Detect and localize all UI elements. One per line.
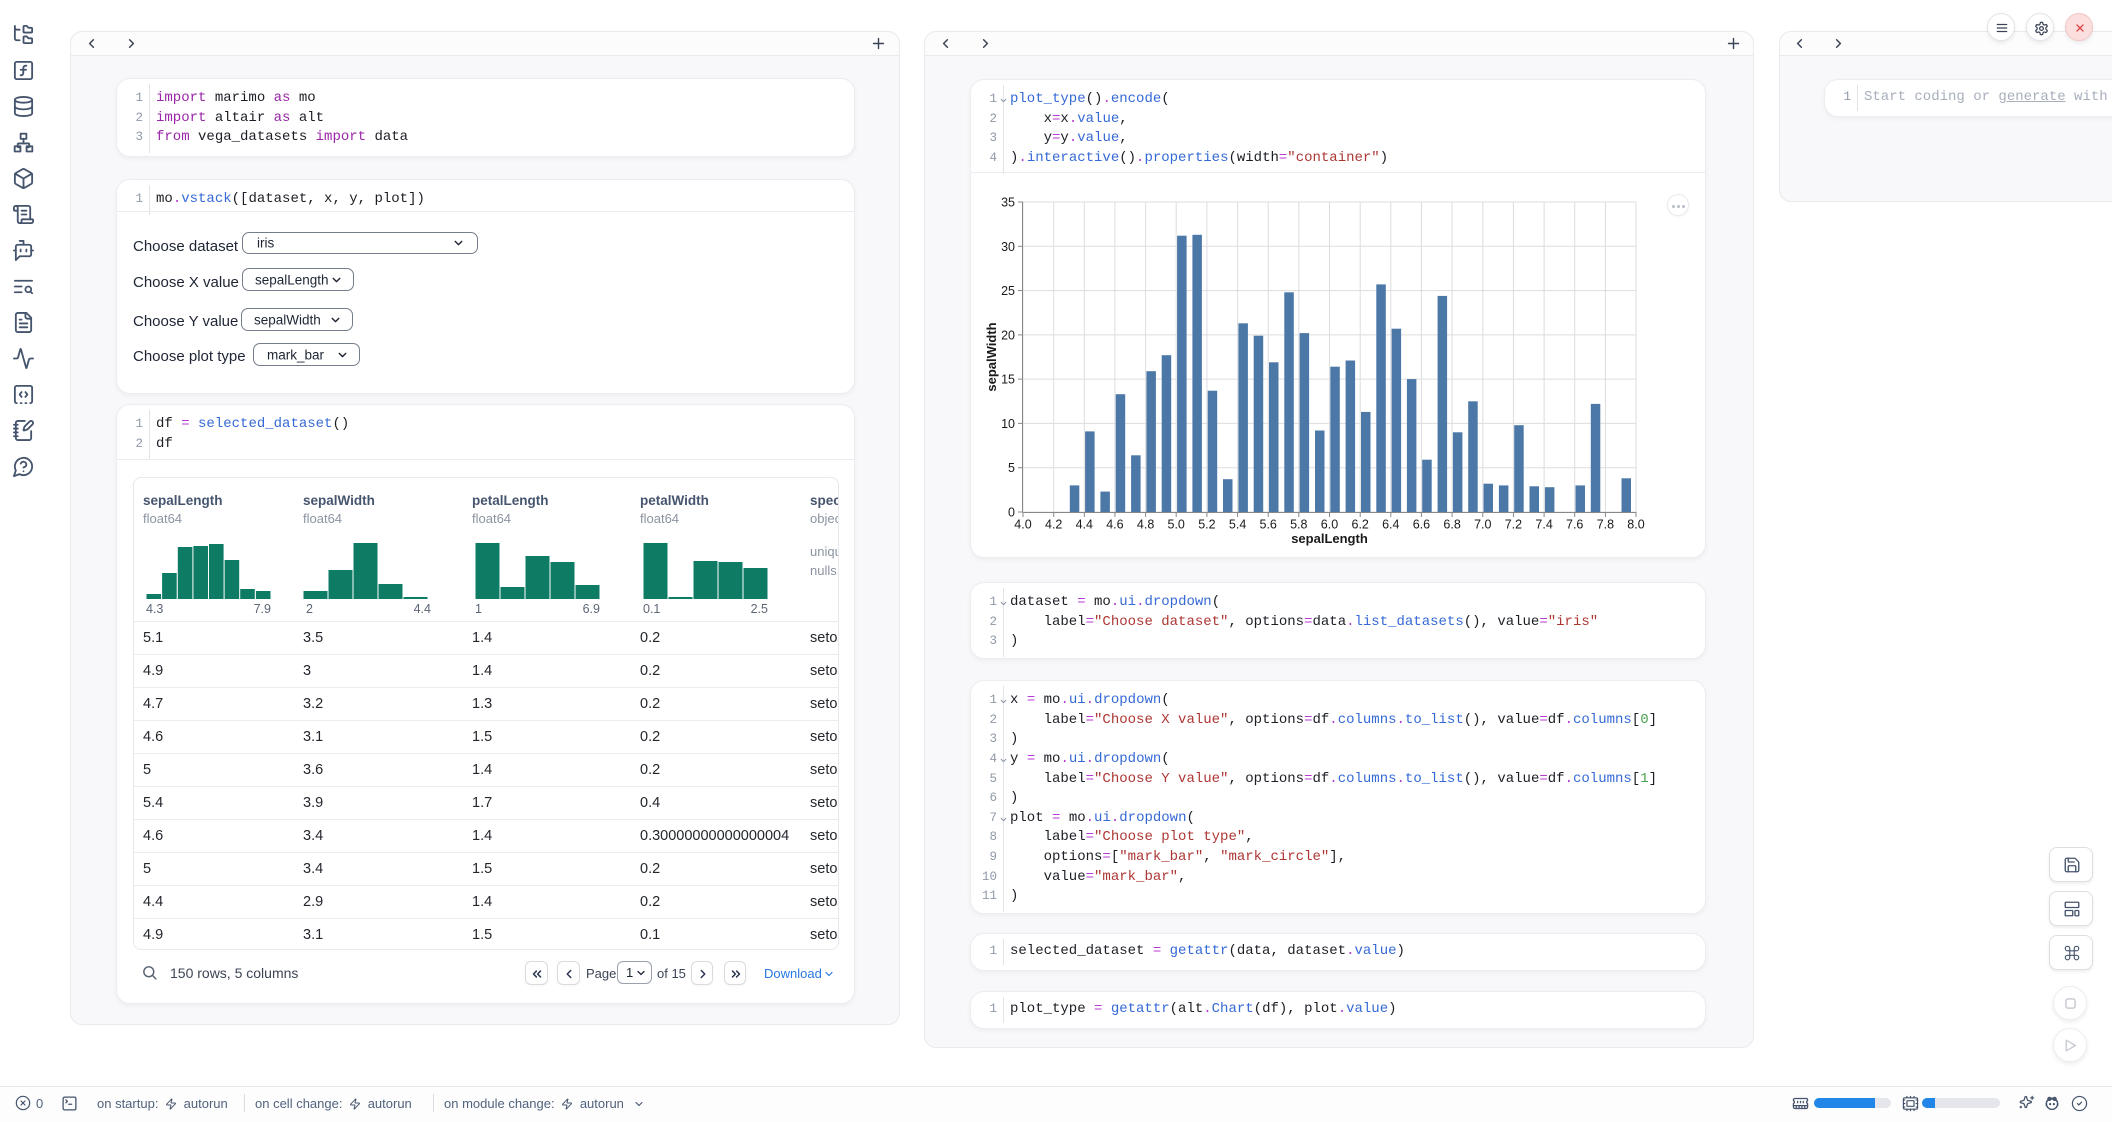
svg-text:6.6: 6.6 xyxy=(1413,518,1430,532)
svg-text:7.4: 7.4 xyxy=(1535,518,1552,532)
svg-text:5.6: 5.6 xyxy=(1260,518,1277,532)
svg-text:0: 0 xyxy=(1008,506,1015,520)
svg-text:15: 15 xyxy=(1001,373,1015,387)
svg-text:7.8: 7.8 xyxy=(1597,518,1614,532)
svg-text:5.0: 5.0 xyxy=(1168,518,1185,532)
svg-text:5.4: 5.4 xyxy=(1229,518,1246,532)
svg-text:5.2: 5.2 xyxy=(1198,518,1215,532)
svg-text:4.6: 4.6 xyxy=(1106,518,1123,532)
svg-text:30: 30 xyxy=(1001,240,1015,254)
svg-text:7.2: 7.2 xyxy=(1505,518,1522,532)
svg-text:7.0: 7.0 xyxy=(1474,518,1491,532)
svg-text:sepalWidth: sepalWidth xyxy=(984,322,999,391)
svg-text:7.6: 7.6 xyxy=(1566,518,1583,532)
svg-text:6.4: 6.4 xyxy=(1382,518,1399,532)
svg-text:4.0: 4.0 xyxy=(1014,518,1031,532)
svg-text:25: 25 xyxy=(1001,284,1015,298)
svg-text:5.8: 5.8 xyxy=(1290,518,1307,532)
svg-text:6.2: 6.2 xyxy=(1352,518,1369,532)
svg-text:35: 35 xyxy=(1001,196,1015,210)
svg-text:10: 10 xyxy=(1001,417,1015,431)
svg-text:6.8: 6.8 xyxy=(1443,518,1460,532)
svg-text:4.2: 4.2 xyxy=(1045,518,1062,532)
svg-text:8.0: 8.0 xyxy=(1627,518,1644,532)
svg-text:4.4: 4.4 xyxy=(1076,518,1093,532)
svg-text:20: 20 xyxy=(1001,328,1015,342)
svg-text:sepalLength: sepalLength xyxy=(1291,531,1368,546)
svg-text:5: 5 xyxy=(1008,461,1015,475)
svg-text:4.8: 4.8 xyxy=(1137,518,1154,532)
svg-text:6.0: 6.0 xyxy=(1321,518,1338,532)
